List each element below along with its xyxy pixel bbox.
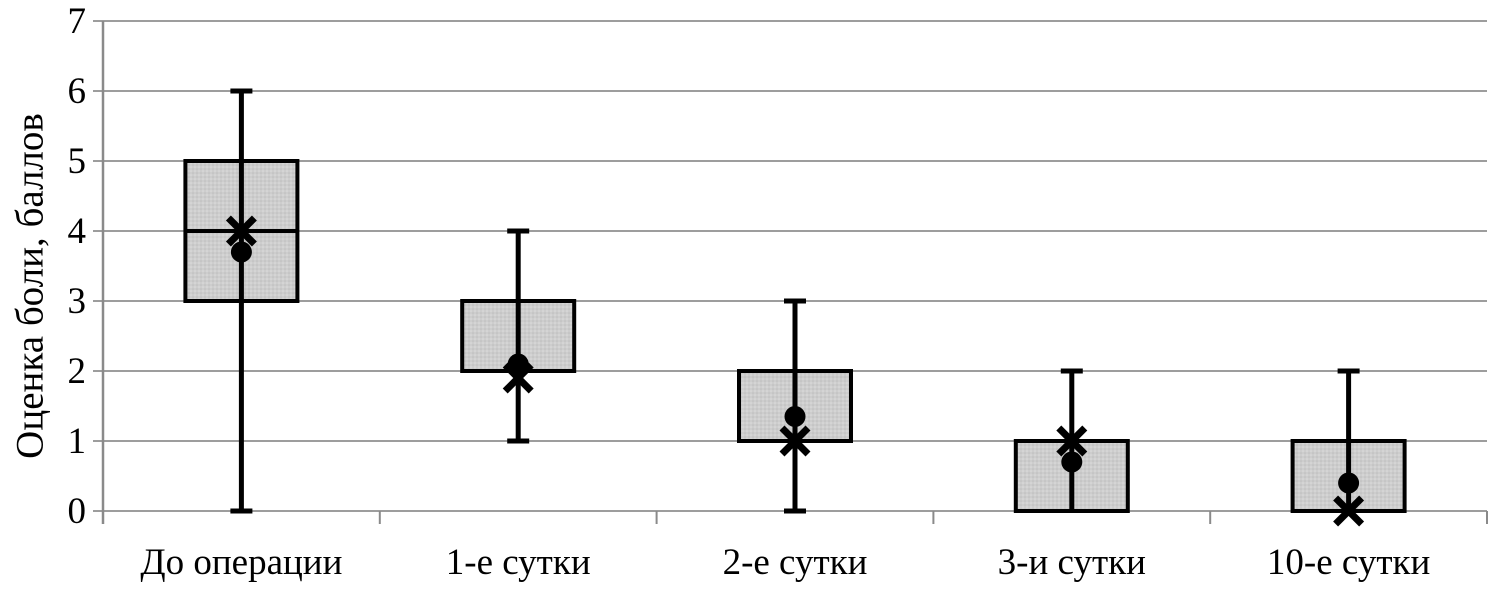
x-axis-label: 2-е сутки: [723, 542, 868, 583]
dot-marker: [1338, 472, 1360, 494]
x-marker-stroke: [779, 425, 811, 457]
y-tick-label: 5: [68, 141, 87, 182]
x-marker: [225, 215, 257, 247]
y-tick-label: 2: [68, 351, 87, 392]
y-tick-label: 6: [68, 71, 87, 112]
x-marker: [779, 425, 811, 457]
y-tick-label: 1: [68, 421, 87, 462]
x-marker-stroke: [1056, 425, 1088, 457]
x-axis-label: 3-и сутки: [998, 542, 1146, 583]
x-marker-stroke: [1333, 495, 1365, 527]
dot-marker: [230, 241, 252, 263]
x-axis-label: 10-е сутки: [1267, 542, 1430, 583]
y-tick-label: 3: [68, 281, 87, 322]
x-axis-label: До операции: [140, 542, 342, 583]
y-tick-label: 7: [68, 1, 87, 42]
y-tick-label: 4: [68, 211, 87, 252]
x-marker-stroke: [225, 215, 257, 247]
x-axis-label: 1-е сутки: [446, 542, 591, 583]
dot-marker: [784, 406, 806, 427]
dot-marker: [1061, 451, 1083, 473]
x-marker: [1333, 495, 1365, 527]
y-tick-label: 0: [68, 491, 87, 532]
dot-marker: [507, 353, 529, 375]
x-marker: [1056, 425, 1088, 457]
